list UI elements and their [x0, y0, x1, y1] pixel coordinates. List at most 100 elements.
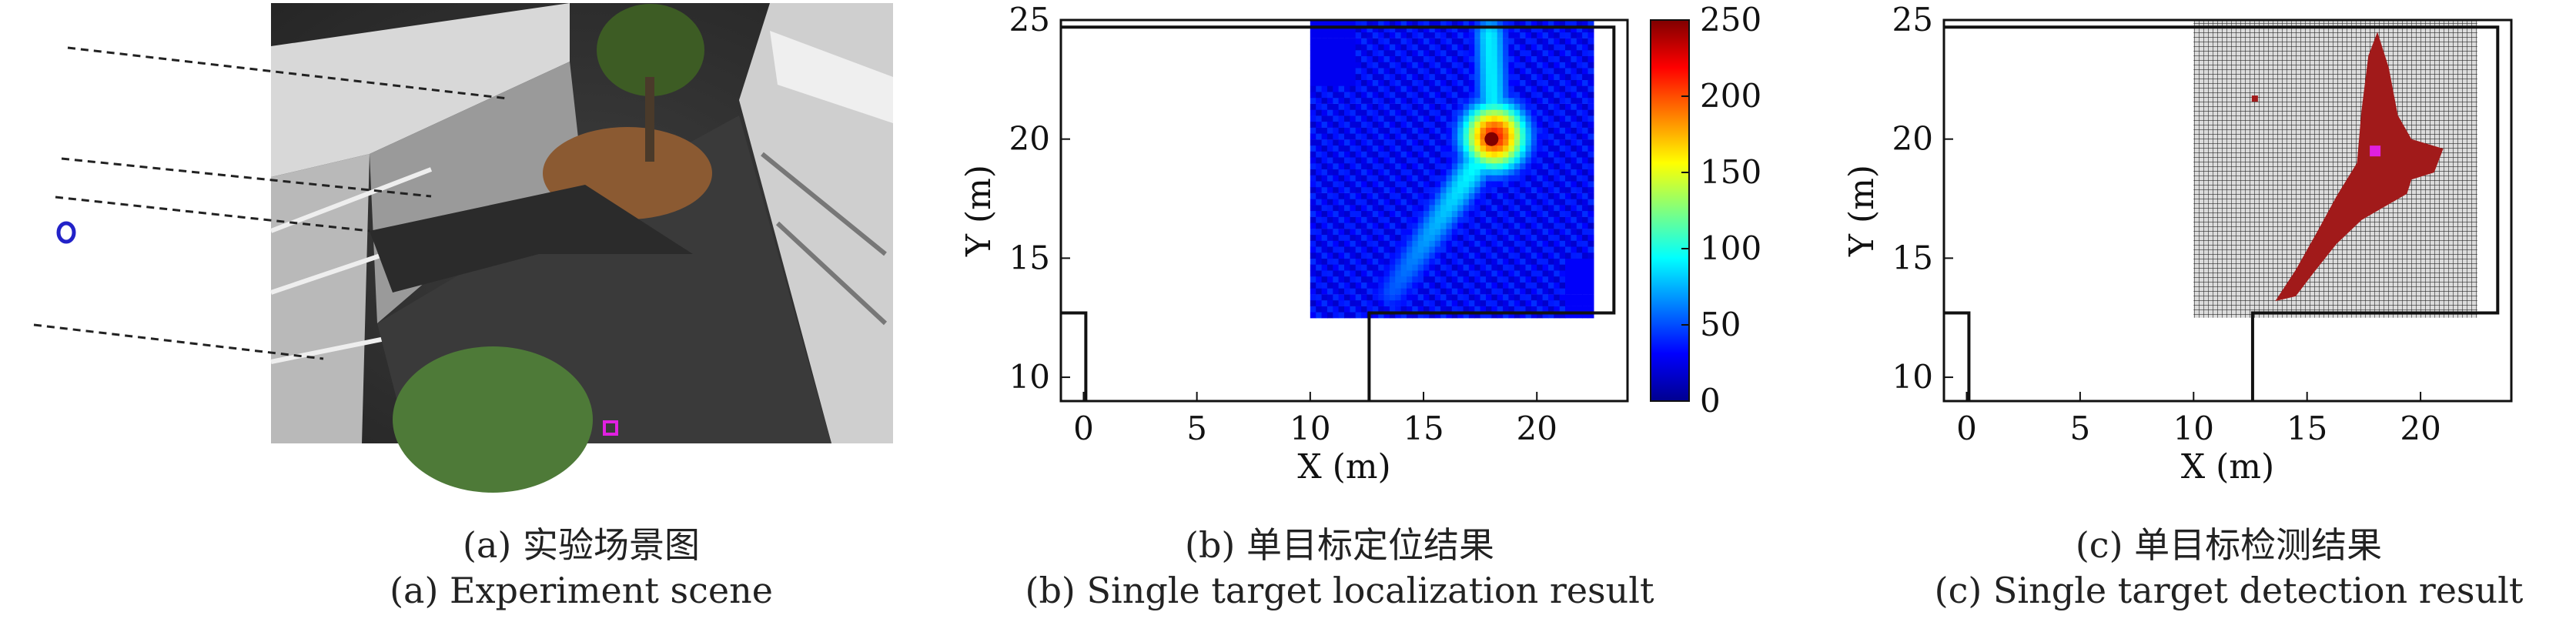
b-heat-cell: [1407, 151, 1413, 158]
b-heat-cell: [1486, 186, 1492, 193]
b-heat-cell: [1412, 229, 1419, 236]
b-heat-cell: [1554, 109, 1561, 116]
b-heat-cell: [1350, 199, 1357, 206]
b-heat-cell: [1565, 50, 1571, 56]
b-heat-cell: [1355, 205, 1362, 212]
b-heat-cell: [1576, 103, 1583, 110]
b-heat-cell: [1400, 85, 1407, 92]
b-heat-cell: [1480, 205, 1487, 212]
b-heat-cell: [1383, 157, 1390, 164]
b-heat-cell: [1389, 79, 1396, 86]
b-heat-cell: [1486, 246, 1492, 253]
b-heat-cell: [1400, 62, 1407, 69]
b-heat-cell: [1520, 252, 1527, 259]
b-heat-cell: [1497, 97, 1504, 104]
b-heat-cell: [1434, 157, 1441, 164]
b-heat-cell: [1395, 276, 1402, 283]
b-heat-cell: [1429, 32, 1436, 38]
b-heat-cell: [1474, 32, 1481, 38]
b-heat-cell: [1508, 270, 1515, 277]
b-heat-cell: [1548, 276, 1554, 283]
b-heat-cell: [1440, 85, 1447, 92]
b-heat-cell: [1367, 270, 1373, 277]
b-heat-cell: [1457, 258, 1464, 265]
b-heat-cell: [1423, 145, 1430, 152]
b-heat-cell: [1355, 109, 1362, 116]
b-heat-cell: [1525, 294, 1532, 301]
b-heat-cell: [1463, 109, 1470, 116]
b-heat-cell: [1400, 210, 1407, 217]
b-heat-cell: [1423, 186, 1430, 193]
b-heat-cell: [1417, 288, 1424, 295]
b-heat-cell: [1446, 32, 1453, 38]
b-heat-cell: [1389, 85, 1396, 92]
b-heat-cell: [1525, 55, 1532, 62]
b-heat-cell: [1486, 234, 1492, 241]
b-heat-cell: [1474, 79, 1481, 86]
b-heat-cell: [1587, 169, 1594, 176]
b-heat-cell: [1434, 264, 1441, 271]
b-heat-cell: [1310, 186, 1316, 193]
b-heat-cell: [1576, 38, 1583, 45]
b-heat-cell: [1474, 26, 1481, 33]
b-heat-cell: [1429, 210, 1436, 217]
b-heat-cell: [1576, 32, 1583, 38]
b-heat-cell: [1571, 50, 1577, 56]
b-heat-cell: [1457, 186, 1464, 193]
b-heat-cell: [1520, 229, 1527, 236]
b-heat-cell: [1316, 282, 1323, 289]
b-heat-cell: [1468, 199, 1475, 206]
b-heat-cell: [1361, 288, 1368, 295]
b-heat-cell: [1429, 222, 1436, 229]
b-heat-cell: [1350, 139, 1357, 146]
b-heat-cell: [1474, 240, 1481, 247]
b-heat-cell: [1491, 169, 1498, 176]
b-heat-cell: [1542, 38, 1549, 45]
b-heat-cell: [1514, 312, 1521, 319]
b-heat-cell: [1525, 288, 1532, 295]
b-heat-cell: [1554, 44, 1561, 51]
b-heat-cell: [1468, 20, 1475, 27]
b-heat-cell: [1486, 127, 1492, 134]
b-heat-cell: [1417, 229, 1424, 236]
b-heat-cell: [1333, 20, 1340, 27]
b-heat-cell: [1407, 258, 1413, 265]
b-heat-cell: [1497, 264, 1504, 271]
b-heat-cell: [1491, 192, 1498, 199]
b-heat-cell: [1423, 288, 1430, 295]
b-heat-cell: [1344, 306, 1350, 313]
b-heat-cell: [1554, 252, 1561, 259]
b-heat-cell: [1338, 186, 1345, 193]
b-heat-cell: [1338, 55, 1345, 62]
b-heat-cell: [1350, 32, 1357, 38]
b-heat-cell: [1310, 312, 1316, 319]
b-heat-cell: [1350, 210, 1357, 217]
b-heat-cell: [1525, 199, 1532, 206]
b-heat-cell: [1548, 258, 1554, 265]
b-heat-cell: [1480, 186, 1487, 193]
b-heat-cell: [1468, 252, 1475, 259]
b-heat-cell: [1400, 109, 1407, 116]
b-heat-cell: [1531, 79, 1537, 86]
b-heat-cell: [1559, 32, 1566, 38]
b-heat-cell: [1446, 20, 1453, 27]
b-heat-cell: [1446, 294, 1453, 301]
b-heat-cell: [1372, 205, 1379, 212]
b-heat-cell: [1412, 109, 1419, 116]
b-heat-cell: [1582, 133, 1589, 140]
b-heat-cell: [1321, 92, 1328, 99]
b-heat-cell: [1423, 163, 1430, 169]
b-heat-cell: [1463, 276, 1470, 283]
b-heat-cell: [1571, 169, 1577, 176]
b-heat-cell: [1451, 92, 1458, 99]
b-heat-cell: [1383, 222, 1390, 229]
b-heat-cell: [1571, 186, 1577, 193]
b-heat-cell: [1429, 199, 1436, 206]
b-heat-cell: [1525, 258, 1532, 265]
b-heat-cell: [1468, 151, 1475, 158]
b-heat-cell: [1434, 192, 1441, 199]
b-heat-cell: [1474, 199, 1481, 206]
b-heat-cell: [1571, 264, 1577, 271]
b-heat-cell: [1440, 127, 1447, 134]
b-heat-cell: [1480, 133, 1487, 140]
